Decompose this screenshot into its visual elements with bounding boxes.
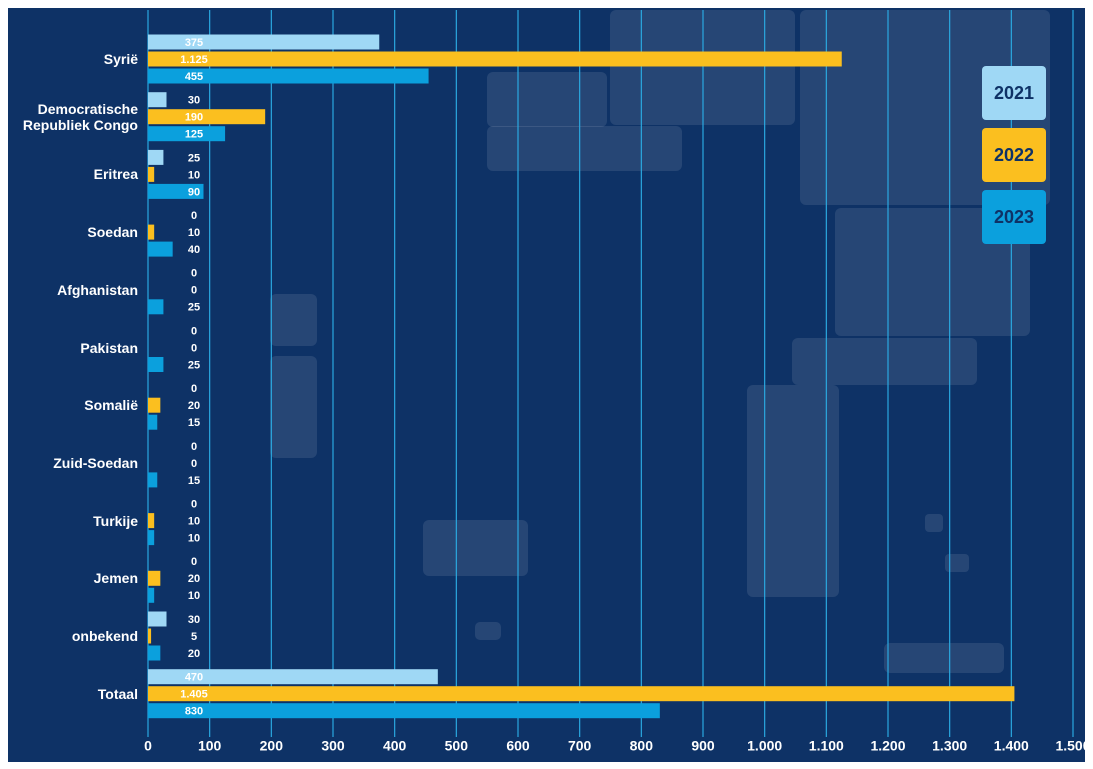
bar: [148, 472, 158, 488]
y-tick-label: Turkije: [93, 512, 138, 529]
x-tick-label: 700: [568, 738, 592, 754]
data-label: 40: [188, 244, 200, 256]
bar: [148, 51, 842, 67]
bar: [148, 149, 164, 165]
data-label: 1.405: [180, 689, 208, 701]
bar: [148, 611, 167, 627]
y-tick-label: Afghanistan: [57, 281, 138, 298]
x-tick-label: 400: [383, 738, 407, 754]
legend-swatch: [982, 66, 1046, 120]
bar: [148, 34, 380, 50]
legend-swatch: [982, 128, 1046, 182]
data-label: 10: [188, 533, 200, 545]
data-label: 30: [188, 614, 200, 626]
data-label: 1.125: [180, 54, 208, 66]
bar: [148, 397, 161, 413]
x-tick-label: 100: [198, 738, 222, 754]
data-label: 0: [191, 383, 197, 395]
y-tick-label: Eritrea: [93, 166, 138, 183]
data-label: 0: [191, 268, 197, 280]
bar: [148, 92, 167, 108]
data-label: 375: [185, 37, 203, 49]
bar: [148, 68, 429, 84]
x-tick-label: 1.000: [747, 738, 782, 754]
data-label: 0: [191, 210, 197, 222]
data-label: 25: [188, 359, 200, 371]
data-label: 0: [191, 499, 197, 511]
bar: [148, 166, 155, 182]
legend-label: 2023: [994, 207, 1034, 227]
bar: [148, 183, 204, 199]
x-tick-label: 200: [260, 738, 284, 754]
data-label: 25: [188, 152, 200, 164]
x-tick-label: 1.200: [870, 738, 905, 754]
y-tick-label: Syrië: [103, 51, 138, 67]
data-label: 5: [191, 631, 197, 643]
bar: [148, 109, 266, 125]
bar: [148, 703, 660, 719]
bar: [148, 224, 155, 240]
bar: [148, 628, 152, 644]
x-tick-label: 900: [691, 738, 715, 754]
data-label: 125: [185, 129, 203, 141]
x-tick-label: 300: [321, 738, 345, 754]
x-tick-label: 1.300: [932, 738, 967, 754]
data-label: 90: [188, 186, 200, 198]
data-label: 0: [191, 458, 197, 470]
bar: [148, 570, 161, 586]
bar: [148, 126, 226, 142]
bar: [148, 241, 173, 257]
bar: [148, 669, 438, 685]
data-label: 470: [185, 672, 203, 684]
bar: [148, 645, 161, 661]
bar: [148, 414, 158, 430]
y-tick-label: Pakistan: [80, 339, 138, 356]
y-tick-label: Democratische Republiek Congo: [22, 100, 138, 133]
x-tick-label: 1.400: [994, 738, 1029, 754]
x-tick-label: 600: [506, 738, 530, 754]
y-tick-label: Soedan: [87, 224, 138, 241]
bar: [148, 686, 1015, 702]
y-tick-label: onbekend: [71, 628, 138, 644]
bar: [148, 357, 164, 372]
legend-label: 2022: [994, 145, 1034, 165]
data-label: 15: [188, 417, 200, 429]
y-tick-label: Zuid-Soedan: [53, 454, 138, 471]
data-label: 20: [188, 573, 200, 585]
data-label: 0: [191, 556, 197, 568]
data-label: 25: [188, 302, 200, 314]
data-label: 0: [191, 441, 197, 453]
bar: [148, 299, 164, 315]
legend-swatch: [982, 190, 1046, 244]
x-tick-label: 0: [144, 738, 152, 754]
data-label: 10: [188, 169, 200, 181]
decoration: [270, 10, 1050, 673]
data-label: 190: [185, 112, 203, 124]
data-label: 10: [188, 227, 200, 239]
bar: [148, 513, 155, 529]
y-tick-label: Jemen: [93, 570, 138, 587]
data-label: 20: [188, 648, 200, 660]
data-label: 10: [188, 516, 200, 528]
y-tick-label: Somalië: [84, 397, 138, 414]
x-tick-label: 1.100: [809, 738, 844, 754]
data-label: 830: [185, 706, 203, 718]
legend-label: 2021: [994, 83, 1034, 103]
data-label: 10: [188, 590, 200, 602]
data-label: 455: [185, 71, 203, 83]
bar: [148, 530, 155, 546]
data-label: 0: [191, 342, 197, 354]
x-tick-label: 500: [445, 738, 469, 754]
bar: [148, 587, 155, 603]
data-label: 0: [191, 325, 197, 337]
data-label: 30: [188, 95, 200, 107]
x-tick-label: 800: [630, 738, 654, 754]
x-tick-label: 1.500: [1055, 738, 1090, 754]
data-label: 0: [191, 285, 197, 297]
y-tick-label: Totaal: [97, 685, 138, 702]
data-label: 20: [188, 400, 200, 412]
data-label: 15: [188, 475, 200, 487]
